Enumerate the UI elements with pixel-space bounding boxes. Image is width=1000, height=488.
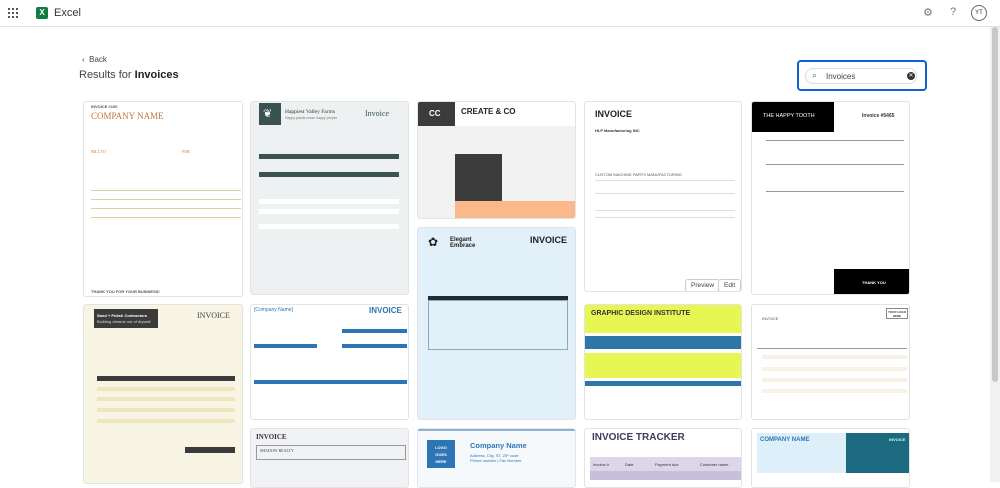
settings-gear-icon[interactable]: ⚙ (923, 7, 933, 19)
chevron-left-icon: ‹ (82, 55, 90, 64)
app-launcher-icon[interactable] (8, 8, 18, 18)
back-link[interactable]: ‹ Back (82, 55, 107, 64)
template-card[interactable]: ❦ Happiest Valley Farms Happy plants mea… (250, 101, 409, 295)
template-card[interactable]: ✿ Elegant Embrace INVOICE (417, 227, 576, 420)
clear-search-icon[interactable]: ✕ (907, 72, 915, 80)
excel-logo-icon: X (36, 7, 48, 19)
template-card[interactable]: COMPANY NAME INVOICE (751, 428, 910, 488)
template-card[interactable]: CC CREATE & CO (417, 101, 576, 219)
search-box: ⌕ ✕ (797, 60, 927, 91)
template-card[interactable]: INVOICE #100 COMPANY NAME BILL TO FOR TH… (83, 101, 243, 297)
help-icon[interactable]: ? (950, 6, 957, 18)
template-card[interactable]: INVOICE HLP Manufacturing INC CUSTOM MAC… (584, 101, 742, 292)
template-card[interactable]: GRAPHIC DESIGN INSTITUTE (584, 304, 742, 420)
avatar[interactable]: YT (971, 5, 987, 21)
template-card[interactable]: THE HAPPY TOOTH Invoice #5465 THANK YOU (751, 101, 910, 295)
template-card[interactable]: LOGO GOES HERE Company Name Address, Cit… (417, 428, 576, 488)
template-card[interactable]: Sand + Polish Contractors Building dream… (83, 304, 243, 484)
template-card[interactable]: [Company Name] INVOICE (250, 304, 409, 420)
preview-button[interactable]: Preview (685, 279, 721, 291)
search-input[interactable] (826, 70, 901, 82)
search-icon: ⌕ (812, 70, 818, 80)
top-bar: X Excel ⚙ ? YT (0, 0, 1000, 27)
scrollbar-thumb[interactable] (992, 27, 998, 382)
scrollbar[interactable] (990, 27, 1000, 482)
template-card[interactable]: INVOICE TRACKER Invoice # Date Payment d… (584, 428, 742, 488)
flower-logo-icon: ✿ (428, 235, 439, 249)
results-heading: Results for Invoices (79, 69, 179, 81)
template-card[interactable]: YOUR LOGO HERE INVOICE (751, 304, 910, 420)
app-name[interactable]: Excel (54, 7, 81, 19)
edit-button[interactable]: Edit (718, 279, 741, 291)
leaf-logo-icon: ❦ (263, 108, 273, 120)
template-card[interactable]: INVOICE SHADOW REALTY (250, 428, 409, 488)
